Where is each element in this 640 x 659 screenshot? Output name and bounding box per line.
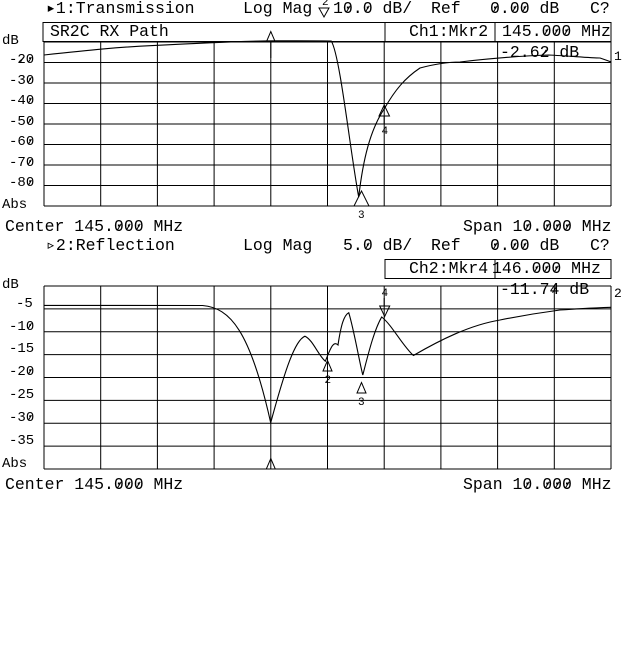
svg-text:4: 4 xyxy=(382,288,389,300)
svg-text:2: 2 xyxy=(325,375,332,387)
svg-text:3: 3 xyxy=(358,397,365,409)
